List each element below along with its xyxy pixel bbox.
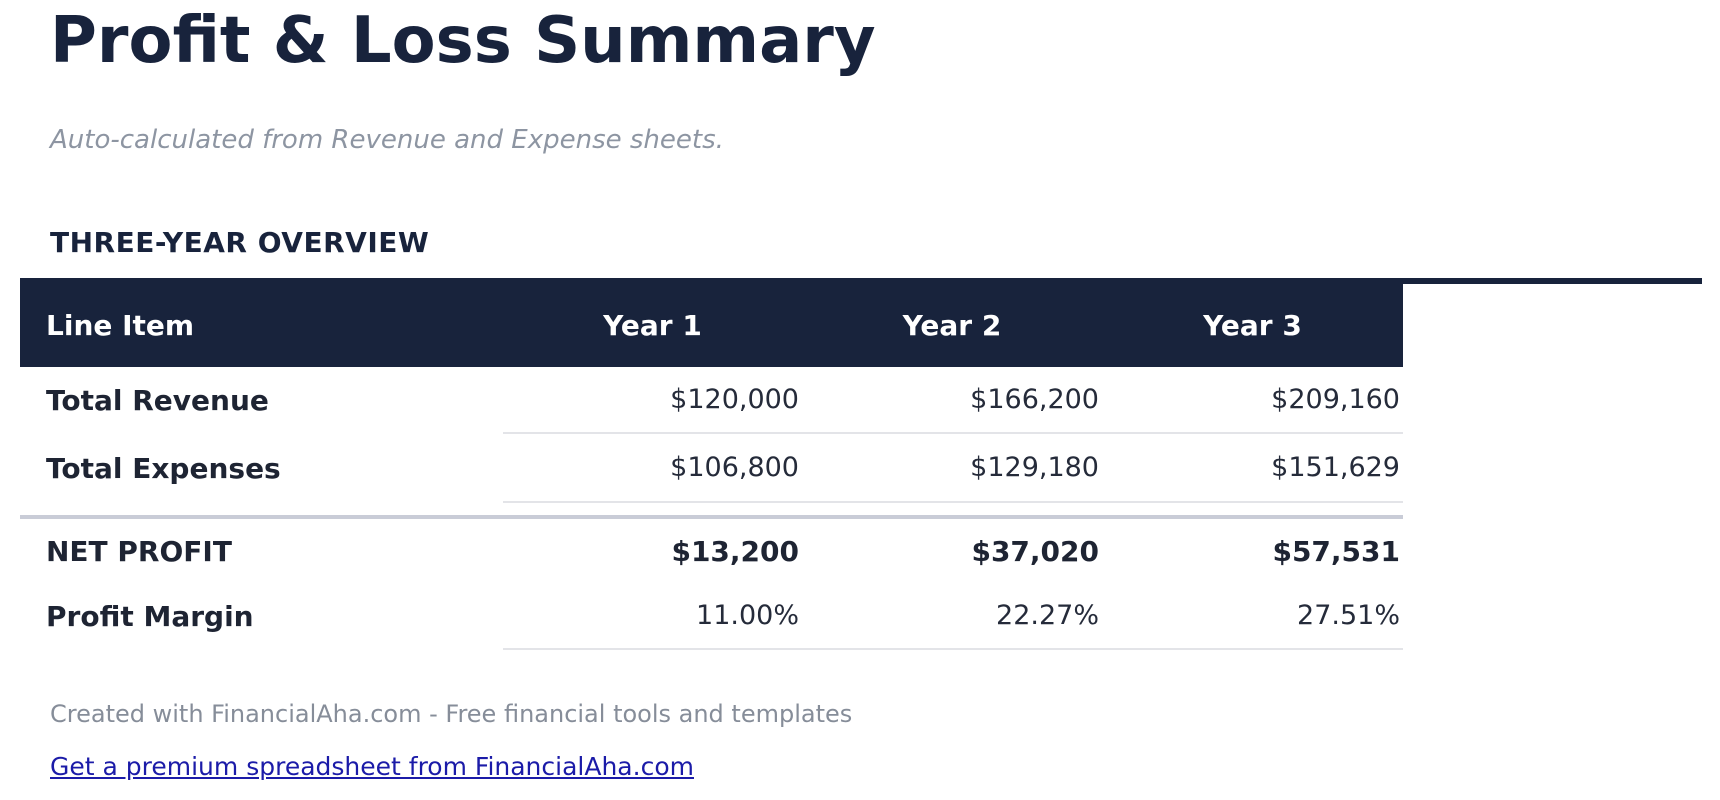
column-header-year-2: Year 2: [802, 284, 1102, 367]
row-label: NET PROFIT: [20, 515, 503, 583]
cell-year-1: $13,200: [503, 515, 802, 583]
cell-year-1: 11.00%: [503, 583, 802, 650]
row-label: Profit Margin: [46, 600, 254, 633]
cell-year-2: $166,200: [802, 367, 1102, 434]
row-spacer-cell: [1403, 583, 1702, 650]
section-heading: THREE-YEAR OVERVIEW: [50, 226, 430, 259]
three-year-overview-table: Line Item Year 1 Year 2 Year 3 Total Rev…: [20, 278, 1702, 650]
page-subtitle: Auto-calculated from Revenue and Expense…: [50, 125, 724, 155]
table-row-profit-margin: Profit Margin 11.00% 22.27% 27.51%: [20, 583, 1702, 650]
cell-year-1: $120,000: [503, 367, 802, 434]
cell-year-3: $57,531: [1102, 515, 1403, 583]
table-row-net-profit: NET PROFIT $13,200 $37,020 $57,531: [20, 515, 1702, 583]
row-spacer-cell: [1403, 515, 1702, 583]
cell-year-2: $37,020: [802, 515, 1102, 583]
page-title: Profit & Loss Summary: [50, 4, 876, 78]
table-header-spacer-cell: [1403, 284, 1702, 367]
row-spacer-cell: [1403, 434, 1702, 503]
column-header-year-1: Year 1: [503, 284, 802, 367]
table-row-total-expenses: Total Expenses $106,800 $129,180 $151,62…: [20, 434, 1702, 503]
table-row-total-revenue: Total Revenue $120,000 $166,200 $209,160: [20, 367, 1702, 434]
row-spacer-cell: [1403, 367, 1702, 434]
premium-spreadsheet-link[interactable]: Get a premium spreadsheet from Financial…: [50, 752, 694, 781]
table-gap: [20, 503, 1702, 515]
table-header-row: Line Item Year 1 Year 2 Year 3: [20, 284, 1702, 367]
row-label: Total Revenue: [46, 384, 269, 417]
cell-year-3: 27.51%: [1102, 583, 1403, 650]
column-header-line-item: Line Item: [20, 284, 503, 367]
cell-year-2: 22.27%: [802, 583, 1102, 650]
column-header-year-3: Year 3: [1102, 284, 1403, 367]
footer-credit: Created with FinancialAha.com - Free fin…: [50, 700, 853, 728]
cell-year-1: $106,800: [503, 434, 802, 503]
cell-year-3: $209,160: [1102, 367, 1403, 434]
cell-year-2: $129,180: [802, 434, 1102, 503]
row-label: Total Expenses: [46, 452, 281, 485]
cell-year-3: $151,629: [1102, 434, 1403, 503]
